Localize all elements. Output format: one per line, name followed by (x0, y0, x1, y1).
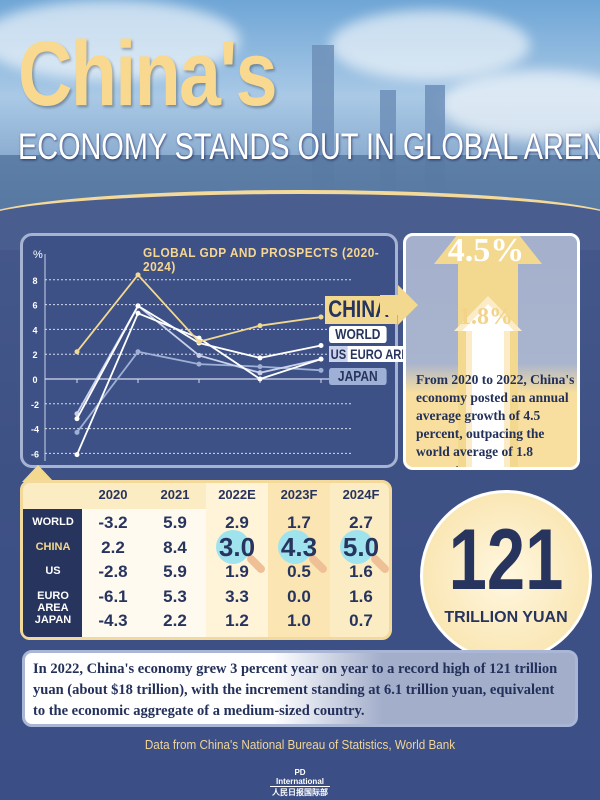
y-tick-label: 8 (32, 276, 37, 286)
data-point (135, 303, 141, 309)
gdp-total-value: 121 (448, 512, 564, 608)
magnifier-icon (340, 529, 374, 564)
data-point (318, 356, 324, 362)
legend-euro-area: EURO AREA (347, 346, 420, 362)
table-cell: 5.9 (163, 513, 187, 532)
y-tick-label: -4 (31, 425, 39, 435)
y-tick-label: 4 (32, 325, 37, 335)
legend-world: WORLD (329, 326, 387, 343)
data-point (135, 272, 141, 278)
y-tick-label: 2 (32, 350, 37, 360)
table-cell: 1.0 (287, 611, 311, 630)
magnifier-icon (216, 529, 250, 564)
table-cell: 2.2 (163, 611, 187, 630)
table-cell: 1.7 (287, 513, 311, 532)
line-chart: % 8 6 4 2 0 -2 -4 -6 (31, 249, 353, 461)
data-point (74, 416, 80, 422)
legend-us-euro: US EURO AREA (329, 346, 420, 362)
table-header: 2022E (218, 487, 256, 502)
data-point (257, 370, 263, 376)
logo-en: PD International (270, 768, 330, 787)
table-header: 2020 (98, 487, 128, 502)
data-point (318, 343, 324, 349)
table-cell: -6.1 (98, 586, 128, 606)
header-banner: China's ECONOMY STANDS OUT IN GLOBAL ARE… (0, 0, 600, 215)
data-point (257, 355, 263, 361)
table-cell: 5.3 (163, 586, 187, 606)
table-cell: 0.5 (287, 562, 311, 581)
table-cell: -4.3 (98, 611, 128, 630)
table-cell: 2.7 (349, 513, 373, 532)
magnifier-icon (278, 529, 312, 564)
china-growth-value: 4.5% (447, 233, 525, 269)
table-header: 2024F (342, 487, 380, 502)
magnifier-value: 5.0 (342, 531, 380, 562)
data-point (196, 361, 202, 367)
row-label: EURO AREA (37, 589, 69, 614)
growth-description: From 2020 to 2022, China's economy poste… (416, 372, 575, 470)
legend-us: US (329, 346, 348, 362)
table-cell: 0.7 (349, 611, 373, 630)
logo: PD International 人民日报国际部 (270, 768, 330, 798)
gdp-total-badge: 121 TRILLION YUAN (420, 490, 592, 662)
data-point (318, 367, 324, 373)
data-point (196, 352, 202, 358)
table-cell: 8.4 (163, 537, 187, 557)
row-label: CHINA (35, 540, 71, 553)
growth-highlight-box: 4.5% 1.8% From 2020 to 2022, China's eco… (403, 233, 580, 470)
data-point (135, 310, 141, 316)
logo-cn: 人民日报国际部 (272, 788, 328, 797)
table-header: 2021 (160, 487, 190, 502)
table-cell: 1.2 (225, 611, 249, 630)
data-point (74, 349, 80, 355)
table-cell: 2.2 (101, 537, 125, 557)
legend-china: CHINA (325, 296, 397, 324)
table-cell: 0.0 (287, 586, 311, 606)
table-cell: 3.3 (225, 586, 249, 606)
table-header: 2023F (280, 487, 318, 502)
table-cell: 1.6 (349, 586, 373, 606)
up-arrow-icon (434, 236, 542, 467)
gdp-table: 2020 2021 2022E 2023F 2024F WORLD -3.2 5.9 2.9 1.… (20, 480, 392, 640)
data-point (257, 376, 263, 382)
row-label-column (23, 509, 82, 637)
table-cell: 1.6 (349, 562, 373, 581)
gdp-total-unit: TRILLION YUAN (444, 609, 568, 626)
data-point (257, 323, 263, 329)
data-point (318, 314, 324, 320)
y-tick-label: -6 (31, 449, 39, 459)
row-label: WORLD (32, 516, 74, 528)
page-subtitle: ECONOMY STANDS OUT IN GLOBAL ARENA (18, 126, 600, 167)
table-cell: -2.8 (98, 562, 128, 581)
gdp-chart: GLOBAL GDP AND PROSPECTS (2020-2024) % 8 6… (20, 233, 420, 468)
y-tick-label: 0 (32, 375, 37, 385)
data-point (74, 429, 80, 435)
col-2020-21-bg (82, 509, 206, 637)
table-cell: 5.9 (163, 562, 187, 581)
y-tick-label: 6 (32, 301, 37, 311)
legend-japan: JAPAN (329, 368, 387, 385)
data-point (74, 452, 80, 458)
data-point (257, 364, 263, 370)
magnifier-value: 4.3 (280, 531, 318, 562)
data-point (196, 339, 202, 345)
y-tick-label: -2 (31, 400, 39, 410)
row-label: US (45, 565, 61, 577)
chart-title: GLOBAL GDP AND PROSPECTS (2020-2024) (143, 246, 380, 274)
summary-paragraph: In 2022, China's economy grew 3 percent … (22, 650, 578, 727)
data-source: Data from China's National Bureau of Sta… (144, 737, 456, 752)
y-axis-label: % (33, 249, 43, 261)
magnifier-value: 3.0 (218, 531, 256, 562)
table-cell: 1.9 (225, 562, 249, 581)
data-point (135, 349, 141, 355)
table-cell: -3.2 (98, 513, 128, 532)
row-label: JAPAN (34, 614, 72, 626)
world-growth-value: 1.8% (459, 304, 513, 330)
page-title: China's (18, 23, 278, 125)
table-cell: 2.9 (225, 513, 249, 532)
